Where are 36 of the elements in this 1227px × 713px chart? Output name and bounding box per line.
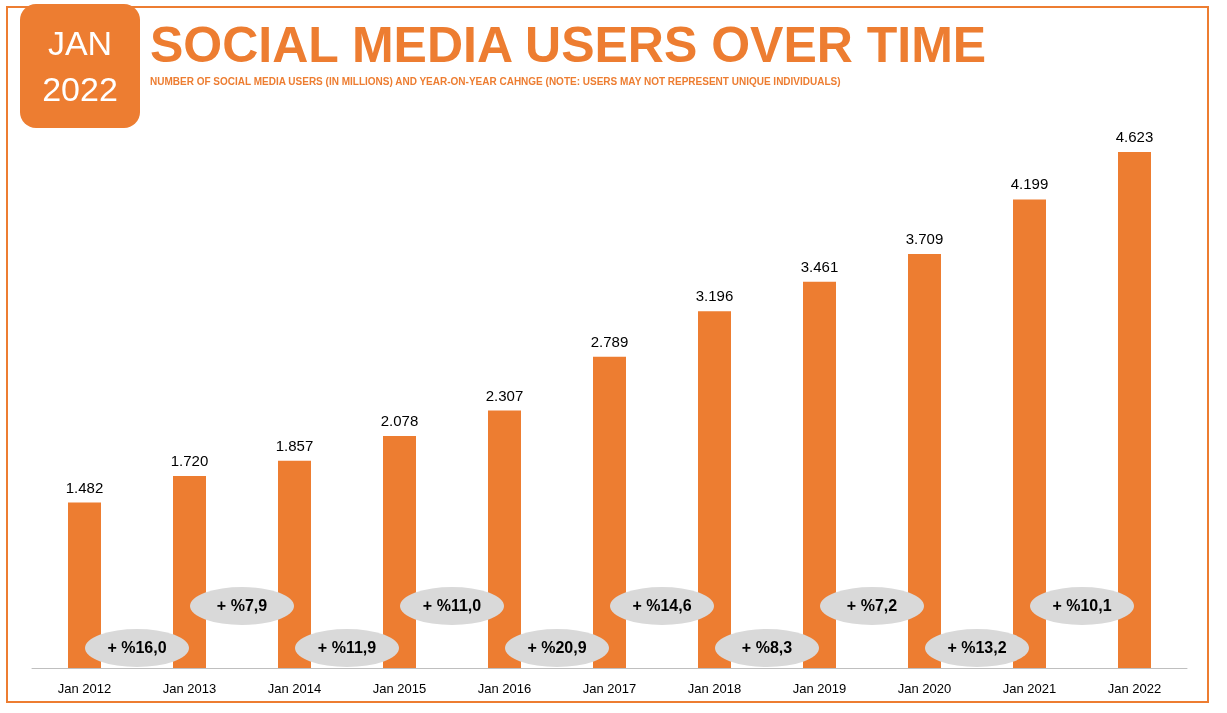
bar	[1013, 199, 1046, 668]
x-tick-label: Jan 2012	[57, 681, 112, 696]
data-label: 1.857	[275, 436, 314, 454]
bar	[908, 254, 941, 668]
data-label: 3.196	[695, 287, 734, 305]
x-tick-label: Jan 2018	[687, 681, 742, 696]
bar	[698, 311, 731, 668]
x-tick-label: Jan 2020	[897, 681, 952, 696]
bar	[383, 436, 416, 668]
text: JAN 2022	[20, 4, 140, 128]
x-tick-label: Jan 2017	[582, 681, 637, 696]
data-label: 1.720	[170, 452, 209, 470]
x-tick-label: Jan 2021	[1002, 681, 1057, 696]
data-label: 4.199	[1010, 175, 1049, 193]
bar	[173, 476, 206, 668]
bar	[488, 410, 521, 668]
bar	[593, 356, 626, 668]
data-label: 2.789	[590, 332, 629, 350]
data-label: 3.709	[905, 230, 944, 248]
data-label: 3.461	[800, 257, 839, 275]
bar	[803, 281, 836, 668]
bar	[1118, 152, 1151, 668]
x-tick-label: Jan 2016	[477, 681, 532, 696]
bar	[278, 460, 311, 668]
data-label: 2.307	[485, 386, 524, 404]
x-tick-label: Jan 2015	[372, 681, 427, 696]
x-tick-label: Jan 2014	[267, 681, 322, 696]
x-tick-label: Jan 2013	[162, 681, 217, 696]
chart-subtitle: NUMBER OF SOCIAL MEDIA USERS (IN MILLIONS) AND YEAR-ON-YEAR CAHNGE (NOTE: USERS MAY NOT REPRESENT UNIQUE INDIVIDUALS)	[150, 76, 841, 87]
data-label: 4.623	[1115, 128, 1154, 146]
bar	[68, 502, 101, 668]
x-tick-label: Jan 2019	[792, 681, 847, 696]
data-label: 1.482	[65, 478, 104, 496]
chart-title: SOCIAL MEDIA USERS OVER TIME	[150, 16, 987, 74]
data-label: 2.078	[380, 412, 419, 430]
x-tick-label: Jan 2022	[1107, 681, 1162, 696]
